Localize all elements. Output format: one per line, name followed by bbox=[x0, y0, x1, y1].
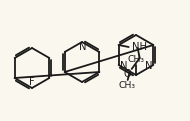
Text: CH₃: CH₃ bbox=[127, 54, 145, 64]
Text: CH₃: CH₃ bbox=[118, 80, 135, 90]
Text: N: N bbox=[79, 42, 87, 52]
Text: F: F bbox=[29, 77, 35, 87]
Text: N: N bbox=[145, 61, 152, 71]
Text: O: O bbox=[124, 69, 131, 79]
Text: NH: NH bbox=[132, 42, 147, 52]
Text: N: N bbox=[120, 61, 127, 71]
